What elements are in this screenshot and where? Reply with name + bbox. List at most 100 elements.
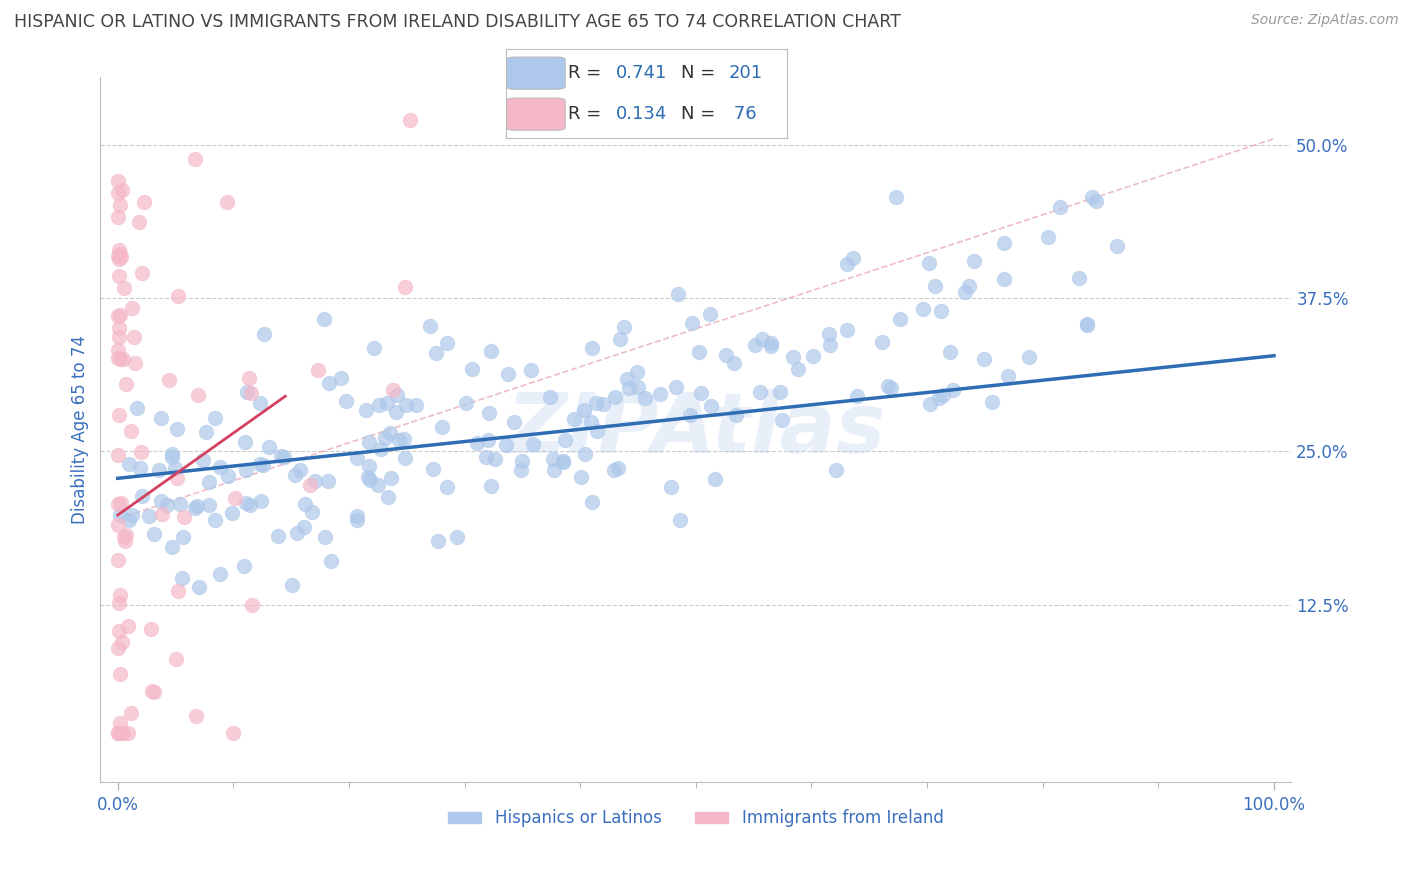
Point xyxy=(319,554,342,568)
Point xyxy=(385,405,408,419)
Point xyxy=(942,383,965,397)
Point xyxy=(889,312,911,326)
Point xyxy=(581,342,603,356)
Point xyxy=(606,460,628,475)
Text: 76: 76 xyxy=(728,105,756,123)
Point xyxy=(385,387,408,401)
Point xyxy=(392,432,415,446)
Text: HISPANIC OR LATINO VS IMMIGRANTS FROM IRELAND DISABILITY AGE 65 TO 74 CORRELATIO: HISPANIC OR LATINO VS IMMIGRANTS FROM IR… xyxy=(14,13,901,31)
Point xyxy=(108,308,131,322)
Point xyxy=(846,389,869,403)
Point xyxy=(204,513,226,527)
Point xyxy=(270,449,292,463)
Point xyxy=(1049,200,1071,214)
Point xyxy=(1081,189,1104,203)
Point xyxy=(380,471,402,485)
Point xyxy=(761,335,783,350)
Point xyxy=(723,356,745,370)
Point xyxy=(131,445,153,459)
Point xyxy=(522,437,544,451)
Point xyxy=(107,641,129,656)
Point xyxy=(318,376,340,390)
Point xyxy=(835,323,858,337)
Point xyxy=(346,509,368,524)
Point xyxy=(973,351,995,366)
Point xyxy=(187,580,209,594)
Text: 201: 201 xyxy=(728,64,762,82)
Point xyxy=(107,210,129,224)
Point xyxy=(931,304,953,318)
Point xyxy=(382,383,405,397)
Point xyxy=(238,370,260,384)
Point xyxy=(165,652,187,666)
FancyBboxPatch shape xyxy=(506,98,565,130)
Point xyxy=(111,352,134,367)
Point xyxy=(592,396,614,410)
Point xyxy=(186,709,208,723)
Point xyxy=(157,373,180,387)
Point xyxy=(198,498,221,512)
Point xyxy=(162,541,184,555)
Point xyxy=(688,345,710,359)
Point xyxy=(117,619,139,633)
Point xyxy=(938,344,960,359)
Point xyxy=(107,329,129,343)
Point xyxy=(173,510,195,524)
Point xyxy=(166,422,188,436)
Point xyxy=(363,341,385,355)
Point xyxy=(138,509,160,524)
Point xyxy=(346,513,368,527)
Point xyxy=(235,463,257,477)
FancyBboxPatch shape xyxy=(506,57,565,89)
Point xyxy=(817,327,839,342)
Point xyxy=(112,280,135,294)
Point xyxy=(329,371,352,385)
Point xyxy=(298,477,321,491)
Point xyxy=(749,385,772,400)
Point xyxy=(679,409,702,423)
Point xyxy=(112,530,135,544)
Point xyxy=(191,453,214,467)
Point xyxy=(288,463,311,477)
Point xyxy=(108,246,131,260)
Point xyxy=(378,426,401,441)
Point xyxy=(617,382,640,396)
Point xyxy=(108,198,131,212)
Point xyxy=(574,447,596,461)
Point xyxy=(603,390,626,404)
Point xyxy=(250,494,273,508)
Point xyxy=(257,440,280,454)
Point xyxy=(359,473,381,487)
Point xyxy=(128,215,150,229)
Point xyxy=(634,391,657,405)
Point xyxy=(239,386,262,401)
Point xyxy=(419,318,441,333)
Point xyxy=(357,458,380,473)
Point xyxy=(659,480,682,494)
Point xyxy=(665,380,688,394)
Point xyxy=(110,496,132,510)
Point xyxy=(436,480,458,494)
Point xyxy=(963,253,986,268)
Point xyxy=(253,327,276,342)
Point xyxy=(579,415,602,429)
Point xyxy=(744,338,766,352)
Point xyxy=(759,339,782,353)
Point xyxy=(107,343,129,358)
Point xyxy=(395,398,418,412)
Point xyxy=(217,194,239,209)
Point xyxy=(224,491,246,506)
Point xyxy=(170,571,193,585)
Point xyxy=(120,706,142,720)
Point xyxy=(519,362,541,376)
Point xyxy=(751,332,773,346)
Point xyxy=(700,399,723,413)
Point xyxy=(186,500,208,514)
Point xyxy=(689,385,711,400)
Point xyxy=(249,457,271,471)
Point xyxy=(465,436,488,450)
Point xyxy=(108,715,131,730)
Point xyxy=(388,433,411,447)
Point xyxy=(249,396,271,410)
Point xyxy=(704,472,727,486)
